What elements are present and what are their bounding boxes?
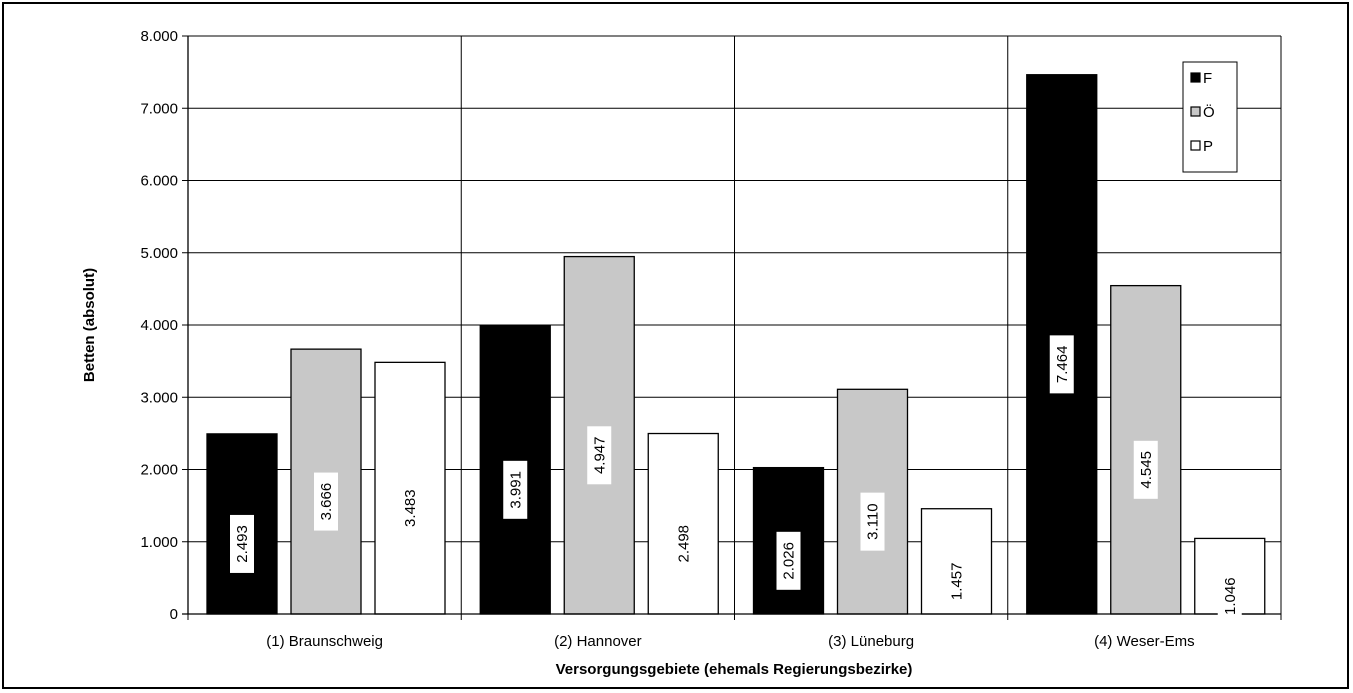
data-label-text: 4.947: [591, 437, 608, 475]
data-label-box: [671, 514, 696, 573]
y-tick-label: 6.000: [140, 173, 178, 190]
y-tick-label: 1.000: [140, 534, 178, 551]
data-label-F-3: 2.026: [776, 531, 801, 590]
y-tick-label: 7.000: [140, 100, 178, 117]
data-label-P-4: 1.046: [1217, 567, 1242, 626]
legend-label-F: F: [1203, 70, 1212, 87]
y-tick-label: 4.000: [140, 317, 178, 334]
x-tick-label: (3) Lüneburg: [828, 633, 914, 650]
data-label-text: 3.991: [507, 471, 524, 509]
x-tick-label: (2) Hannover: [554, 633, 642, 650]
data-label-P-1: 3.483: [398, 479, 422, 538]
data-label-F-4: 7.464: [1049, 335, 1074, 394]
legend-swatch-P: [1190, 140, 1201, 151]
data-label-text: 2.493: [234, 525, 251, 563]
y-tick-label: 3.000: [140, 389, 178, 406]
data-label-Ö-3: 3.110: [860, 492, 885, 551]
y-tick-label: 2.000: [140, 462, 178, 479]
data-label-text: 2.498: [675, 525, 692, 563]
axes: 0 1.000 2.000 3.000 4.000 5.000 6.000 7.000 8.00…: [140, 28, 1282, 650]
data-label-box: [230, 514, 254, 573]
bar-F-4: [1026, 74, 1098, 615]
bars: [206, 74, 1266, 615]
data-label-text: 2.026: [781, 542, 798, 580]
data-label-text: 1.046: [1222, 577, 1239, 615]
y-tick-label: 0: [170, 606, 178, 623]
data-label-box: [1217, 567, 1242, 626]
x-tick-label: (1) Braunschweig: [266, 633, 383, 650]
data-label-box: [587, 426, 612, 485]
data-label-F-2: 3.991: [503, 460, 528, 519]
y-tick-label: 5.000: [140, 245, 178, 262]
data-label-text: 3.110: [865, 503, 882, 539]
data-label-Ö-4: 4.545: [1133, 440, 1158, 499]
data-label-box: [776, 531, 801, 590]
data-label-box: [398, 479, 422, 538]
data-label-text: 3.666: [318, 483, 335, 521]
y-tick-label: 8.000: [140, 28, 178, 45]
grid-lines: [188, 35, 1282, 614]
data-labels: 2.493 3.666 3.483 3.991 4.947 2.498 2.026 3.110…: [230, 335, 1242, 626]
data-label-box: [1133, 440, 1158, 499]
data-label-box: [503, 460, 528, 519]
legend-swatch-F: [1190, 72, 1201, 83]
data-label-box: [314, 472, 338, 531]
data-label-text: 3.483: [402, 489, 419, 527]
y-axis-title: Betten (absolut): [81, 268, 98, 382]
data-label-box: [860, 492, 885, 551]
data-label-text: 4.545: [1138, 451, 1155, 489]
bar-F-2: [479, 325, 551, 615]
data-label-text: 1.457: [949, 563, 966, 601]
data-label-P-2: 2.498: [671, 514, 696, 573]
legend-swatch-Ö: [1190, 106, 1201, 117]
data-label-F-1: 2.493: [230, 514, 254, 573]
legend: FÖP: [1182, 61, 1238, 173]
x-tick-label: (4) Weser-Ems: [1094, 633, 1195, 650]
x-axis-title: Versorgungsgebiete (ehemals Regierungsbe…: [556, 661, 913, 678]
data-label-box: [944, 552, 969, 611]
data-label-Ö-2: 4.947: [587, 426, 612, 485]
data-label-box: [1049, 335, 1074, 394]
legend-label-Ö: Ö: [1203, 103, 1215, 121]
data-label-Ö-1: 3.666: [314, 472, 338, 531]
legend-label-P: P: [1203, 138, 1213, 155]
data-label-P-3: 1.457: [944, 552, 969, 611]
data-label-text: 7.464: [1054, 346, 1071, 384]
